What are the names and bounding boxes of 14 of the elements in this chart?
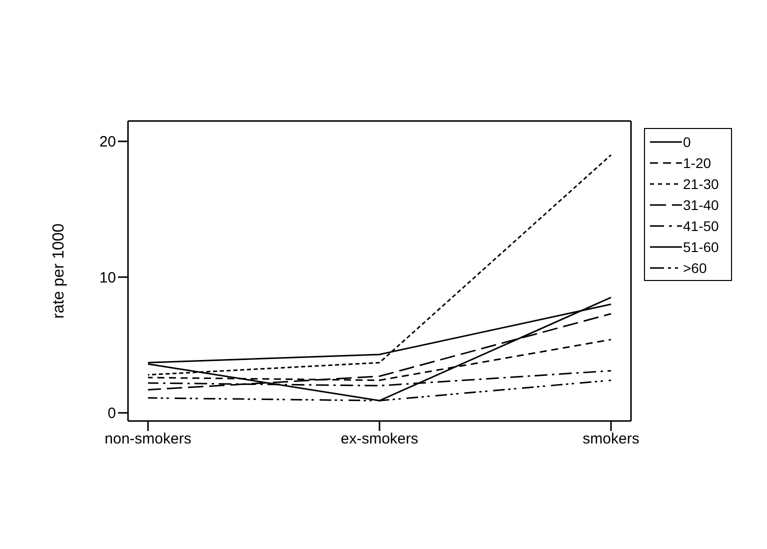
legend-label: 0 bbox=[683, 134, 691, 150]
legend-label: 31-40 bbox=[683, 196, 719, 212]
y-tick-label: 10 bbox=[99, 269, 116, 286]
legend-label: 51-60 bbox=[683, 238, 719, 254]
y-axis-title: rate per 1000 bbox=[50, 223, 68, 319]
x-tick-label: smokers bbox=[582, 430, 640, 448]
y-tick-label: 0 bbox=[108, 405, 116, 422]
legend-label: 21-30 bbox=[683, 176, 719, 192]
y-tick-label: 20 bbox=[99, 134, 116, 151]
legend-label: >60 bbox=[683, 260, 707, 276]
legend-label: 1-20 bbox=[683, 154, 712, 170]
x-tick-label: ex-smokers bbox=[340, 430, 418, 448]
x-tick-label: non-smokers bbox=[104, 430, 192, 448]
legend-label: 41-50 bbox=[683, 218, 719, 234]
